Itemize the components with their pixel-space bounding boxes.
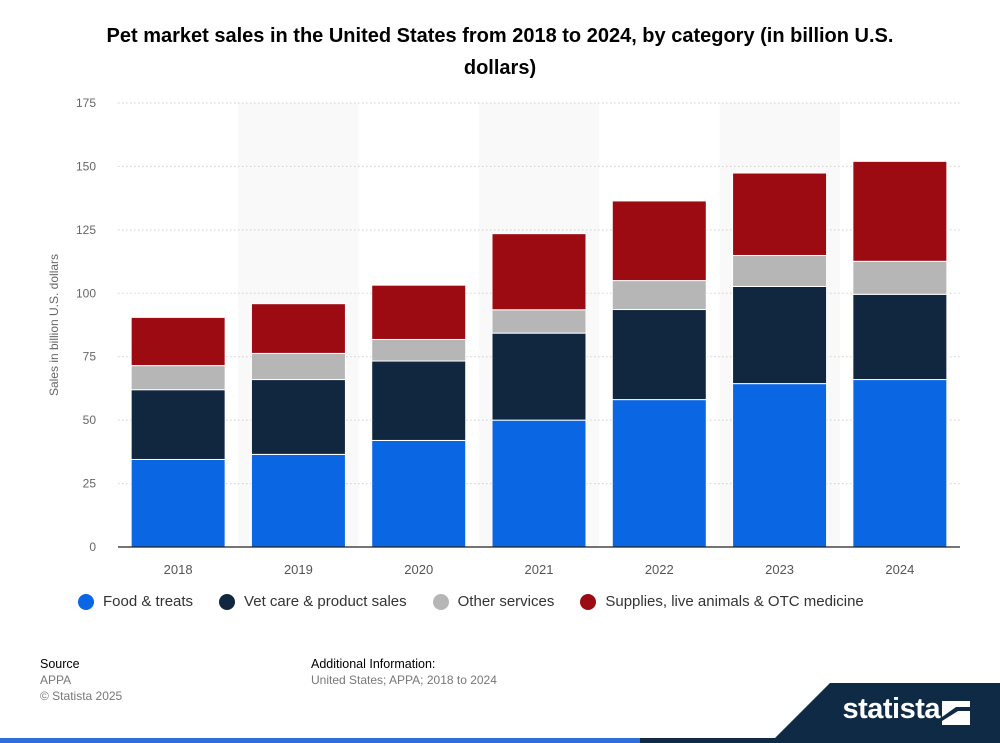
x-tick-label: 2024 bbox=[885, 562, 914, 577]
legend-item-vet[interactable]: Vet care & product sales bbox=[219, 593, 407, 610]
legend-swatch-food bbox=[78, 593, 94, 610]
x-tick-label: 2021 bbox=[525, 562, 554, 577]
x-axis-ticks: 2018 2019 2020 2021 2022 2023 2024 bbox=[164, 562, 915, 577]
additional-info-text: United States; APPA; 2018 to 2024 bbox=[311, 673, 497, 687]
bar-segment[interactable] bbox=[732, 172, 828, 256]
legend: Food & treats Vet care & product sales O… bbox=[78, 593, 890, 610]
bar-segment[interactable] bbox=[130, 365, 226, 391]
bar-segment[interactable] bbox=[732, 254, 828, 287]
y-tick-label: 25 bbox=[83, 477, 97, 491]
bars bbox=[130, 160, 948, 548]
legend-item-supplies[interactable]: Supplies, live animals & OTC medicine bbox=[580, 593, 864, 610]
x-tick-label: 2023 bbox=[765, 562, 794, 577]
legend-swatch-other bbox=[432, 593, 449, 610]
y-tick-label: 0 bbox=[89, 540, 96, 554]
bar-segment[interactable] bbox=[250, 303, 346, 354]
bar-segment[interactable] bbox=[250, 379, 346, 455]
copyright: © Statista 2025 bbox=[40, 689, 123, 703]
source-name[interactable]: APPA bbox=[40, 673, 72, 687]
bar-segment[interactable] bbox=[852, 293, 948, 381]
x-tick-label: 2022 bbox=[645, 562, 674, 577]
y-tick-label: 100 bbox=[76, 286, 96, 300]
additional-info-block: Additional Information: United States; A… bbox=[311, 656, 497, 688]
x-tick-label: 2018 bbox=[164, 562, 193, 577]
legend-label-other: Other services bbox=[457, 593, 555, 610]
bar-segment[interactable] bbox=[611, 309, 707, 401]
y-tick-label: 150 bbox=[76, 159, 96, 173]
y-tick-label: 50 bbox=[83, 413, 97, 427]
bar-segment[interactable] bbox=[371, 360, 467, 441]
y-axis-label: Sales in billion U.S. dollars bbox=[47, 254, 61, 396]
bar-segment[interactable] bbox=[611, 399, 707, 548]
bar-segment[interactable] bbox=[852, 260, 948, 295]
bar-segment[interactable] bbox=[611, 200, 707, 282]
bottom-accent bbox=[0, 738, 640, 743]
chart-title: Pet market sales in the United States fr… bbox=[106, 25, 894, 79]
bar-segment[interactable] bbox=[491, 332, 587, 421]
legend-label-vet: Vet care & product sales bbox=[244, 593, 407, 610]
bar-segment[interactable] bbox=[130, 316, 226, 367]
source-block: Source APPA © Statista 2025 bbox=[40, 656, 122, 704]
legend-swatch-vet bbox=[219, 593, 236, 610]
legend-label-food: Food & treats bbox=[103, 593, 194, 610]
x-tick-label: 2020 bbox=[404, 562, 433, 577]
bar-segment[interactable] bbox=[491, 419, 587, 548]
x-tick-label: 2019 bbox=[284, 562, 313, 577]
bar-segment[interactable] bbox=[491, 309, 587, 334]
legend-label-supplies: Supplies, live animals & OTC medicine bbox=[605, 593, 864, 610]
bar-segment[interactable] bbox=[852, 379, 948, 548]
bar-segment[interactable] bbox=[371, 439, 467, 548]
legend-item-other[interactable]: Other services bbox=[432, 593, 555, 610]
legend-swatch-supplies bbox=[580, 593, 597, 610]
bar-segment[interactable] bbox=[130, 389, 226, 460]
legend-item-food[interactable]: Food & treats bbox=[78, 593, 193, 610]
bar-segment[interactable] bbox=[852, 160, 948, 262]
additional-info-heading: Additional Information: bbox=[311, 657, 436, 671]
bar-segment[interactable] bbox=[371, 338, 467, 362]
bar-segment[interactable] bbox=[732, 383, 828, 548]
y-tick-label: 175 bbox=[76, 96, 96, 110]
y-tick-label: 75 bbox=[83, 350, 97, 364]
statista-logo[interactable]: statista bbox=[842, 693, 940, 725]
bar-segment[interactable] bbox=[250, 453, 346, 548]
statista-logo-icon bbox=[942, 701, 970, 725]
bar-segment[interactable] bbox=[611, 280, 707, 311]
bar-segment[interactable] bbox=[371, 284, 467, 340]
chart: 0 25 50 75 100 125 150 175 2018 2019 2020 2021 2022… bbox=[47, 96, 960, 577]
source-heading: Source bbox=[40, 657, 80, 671]
bar-segment[interactable] bbox=[130, 458, 226, 548]
bar-segment[interactable] bbox=[491, 233, 587, 311]
bar-segment[interactable] bbox=[250, 352, 346, 381]
bar-segment[interactable] bbox=[732, 285, 828, 385]
y-axis-ticks: 0 25 50 75 100 125 150 175 bbox=[76, 96, 96, 554]
y-tick-label: 125 bbox=[76, 223, 96, 237]
